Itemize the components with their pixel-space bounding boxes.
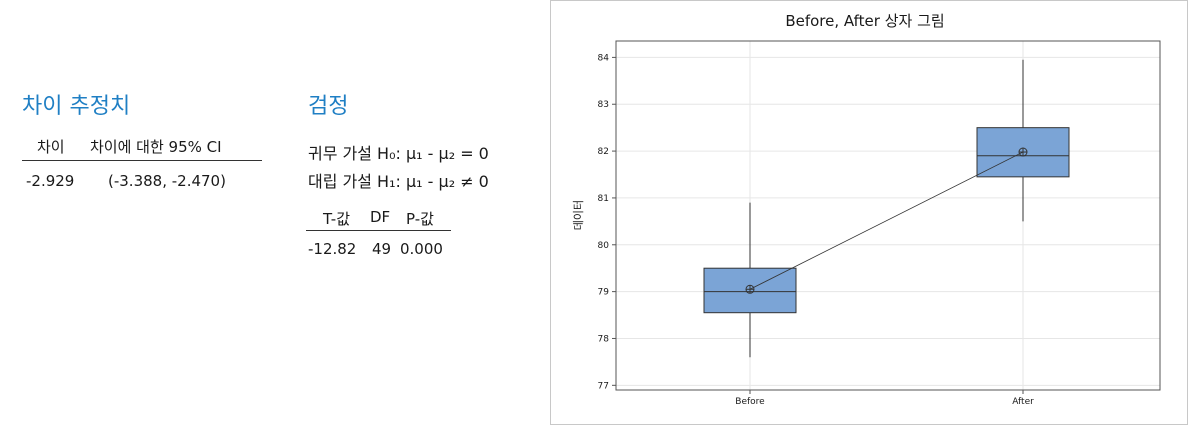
y-tick-label: 84	[598, 53, 610, 63]
test-col-t-header: T-값	[323, 210, 350, 228]
y-tick-label: 79	[598, 288, 610, 298]
mean-connect-line	[749, 151, 1024, 290]
test-header-rule	[306, 230, 451, 231]
test-df-value: 49	[372, 240, 392, 258]
plot-area-border	[615, 40, 1161, 391]
y-tick-label: 77	[598, 381, 609, 391]
y-tick-label: 81	[598, 194, 609, 204]
test-col-p-header: P-값	[406, 210, 434, 228]
chart-title: Before, After 상자 그림	[785, 12, 944, 30]
y-tick-label: 78	[598, 334, 610, 344]
mean-marker	[745, 284, 755, 294]
estimate-col-ci-header: 차이에 대한 95% CI	[90, 138, 222, 156]
y-axis-label: 데이터	[572, 200, 585, 230]
x-category-label: After	[1012, 397, 1034, 407]
null-hypothesis: 귀무 가설 H₀: μ₁ - μ₂ = 0	[308, 144, 489, 163]
estimate-diff-value: -2.929	[26, 172, 75, 190]
mean-layer	[745, 147, 1028, 294]
x-category-label: Before	[735, 397, 765, 407]
boxplot-chart: Before, After 상자 그림 77 78 79 80 81 82 83 84 Befo…	[550, 0, 1188, 425]
mean-marker	[1018, 147, 1028, 157]
chart-svg: Before, After 상자 그림 77 78 79 80 81 82 83 84 Befo…	[550, 0, 1188, 425]
y-tick-label: 80	[598, 241, 610, 251]
chart-frame	[550, 0, 1188, 425]
estimate-section-title: 차이 추정치	[22, 94, 131, 119]
axis-layer: 77 78 79 80 81 82 83 84 Before After	[598, 53, 1035, 407]
estimate-header-rule	[22, 160, 262, 161]
y-tick-label: 82	[598, 147, 609, 157]
y-tick-label: 83	[598, 100, 609, 110]
test-col-df-header: DF	[370, 208, 391, 226]
test-p-value: 0.000	[400, 240, 443, 258]
test-t-value: -12.82	[308, 240, 357, 258]
test-section-title: 검정	[308, 94, 349, 119]
estimate-col-diff-header: 차이	[37, 138, 65, 156]
estimate-ci-value: (-3.388, -2.470)	[108, 172, 226, 190]
alternative-hypothesis: 대립 가설 H₁: μ₁ - μ₂ ≠ 0	[308, 172, 489, 191]
